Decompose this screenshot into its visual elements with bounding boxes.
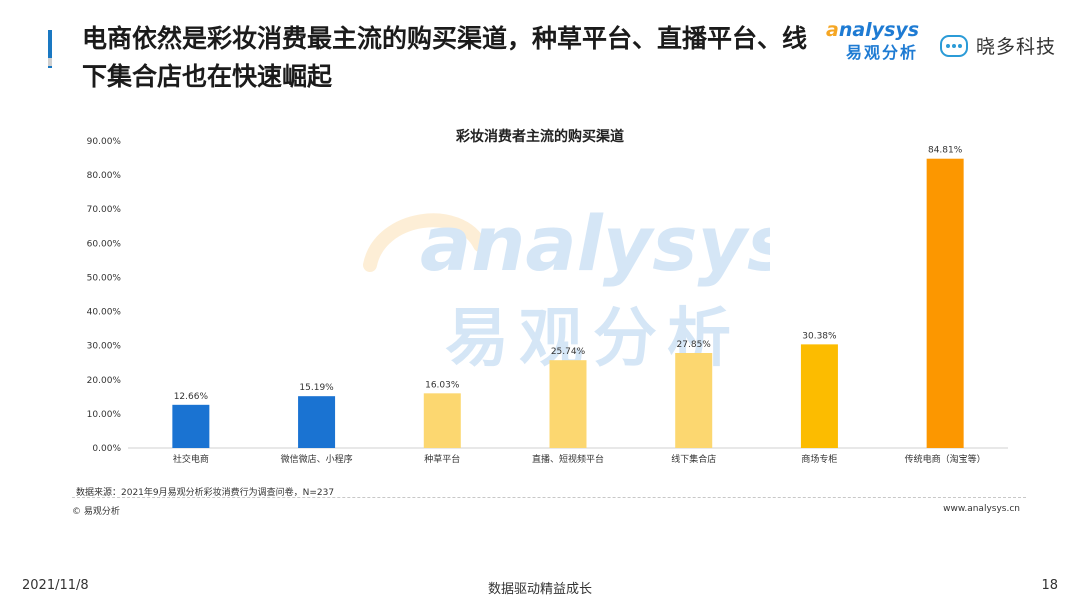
footer-divider — [72, 497, 1026, 498]
bar — [801, 344, 838, 448]
bar — [927, 159, 964, 448]
y-tick-label: 60.00% — [87, 239, 122, 249]
copyright: © 易观分析 — [72, 504, 120, 517]
data-label: 30.38% — [802, 331, 837, 341]
data-label: 12.66% — [174, 392, 209, 402]
y-tick-label: 40.00% — [87, 308, 122, 318]
x-tick-label: 直播、短视频平台 — [532, 453, 604, 465]
page-number: 18 — [1041, 578, 1058, 593]
x-tick-label: 传统电商（淘宝等） — [905, 453, 986, 465]
y-tick-label: 50.00% — [87, 273, 122, 283]
y-tick-label: 20.00% — [87, 376, 122, 386]
y-tick-label: 90.00% — [87, 137, 122, 147]
bar — [550, 360, 587, 448]
data-label: 25.74% — [551, 347, 586, 357]
y-tick-label: 30.00% — [87, 342, 122, 352]
x-tick-label: 社交电商 — [173, 453, 209, 465]
website-link[interactable]: www.analysys.cn — [943, 504, 1020, 514]
y-tick-label: 0.00% — [92, 444, 121, 454]
footer-slogan: 数据驱动精益成长 — [0, 578, 1080, 597]
bar — [298, 396, 335, 448]
data-label: 16.03% — [425, 380, 460, 390]
x-tick-label: 线下集合店 — [671, 453, 716, 465]
x-tick-label: 种草平台 — [424, 453, 460, 465]
y-tick-label: 80.00% — [87, 171, 122, 181]
bar — [675, 353, 712, 448]
x-tick-label: 商场专柜 — [801, 453, 837, 465]
data-label: 27.85% — [677, 340, 712, 350]
data-label: 15.19% — [299, 383, 334, 393]
x-tick-label: 微信微店、小程序 — [281, 453, 353, 465]
bar — [172, 405, 209, 448]
y-tick-label: 10.00% — [87, 410, 122, 420]
data-label: 84.81% — [928, 146, 963, 156]
bar — [424, 393, 461, 448]
y-tick-label: 70.00% — [87, 205, 122, 215]
